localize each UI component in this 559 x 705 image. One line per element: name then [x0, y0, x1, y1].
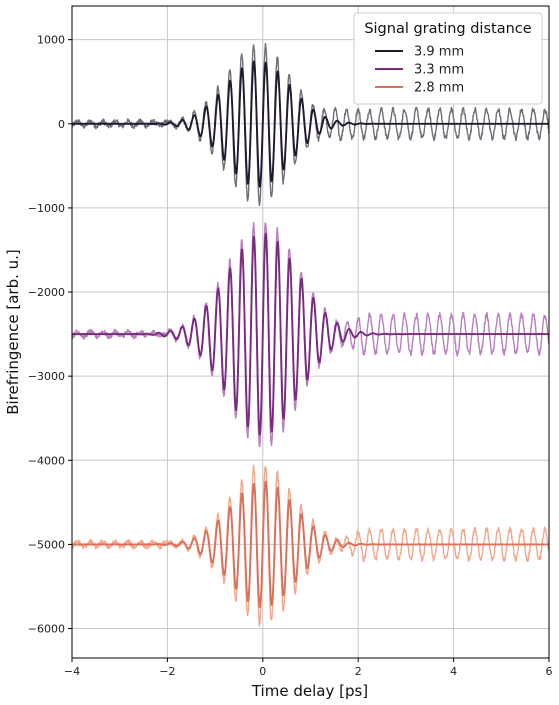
y-tick-label: 1000 [37, 34, 65, 47]
legend: Signal grating distance 3.9 mm 3.3 mm 2.8 … [353, 12, 543, 105]
series-lines [71, 42, 550, 627]
legend-entry: 3.3 mm [414, 63, 464, 78]
y-tick-label: −1000 [28, 202, 65, 215]
y-axis-label: Birefringence [arb. u.] [4, 249, 22, 415]
y-tick-label: −4000 [28, 454, 65, 467]
legend-entry: 2.8 mm [414, 81, 464, 96]
series-fit-line [71, 232, 550, 436]
x-tick-label: 6 [546, 665, 553, 678]
x-axis-label: Time delay [ps] [251, 682, 368, 700]
y-tick-label: −6000 [28, 623, 65, 636]
x-tick-label: 2 [355, 665, 362, 678]
x-tick-label: 4 [450, 665, 457, 678]
y-tick-label: −3000 [28, 370, 65, 383]
legend-entry: 3.9 mm [414, 45, 464, 60]
y-tick-label: −2000 [28, 286, 65, 299]
legend-box [353, 12, 543, 105]
plot-frame [71, 5, 550, 659]
x-tick-label: 0 [259, 665, 266, 678]
x-tick-label: −4 [64, 665, 80, 678]
y-tick-label: 0 [58, 118, 65, 131]
legend-title: Signal grating distance [364, 21, 531, 37]
axis-ticks: −4 −2 0 2 4 6 1000 0 −1000 −2000 −3000 −4000 −5000 −6… [28, 34, 553, 678]
y-tick-label: −5000 [28, 538, 65, 551]
series-fit-line [71, 60, 550, 188]
series-fit-line [71, 480, 550, 609]
x-tick-label: −2 [159, 665, 175, 678]
